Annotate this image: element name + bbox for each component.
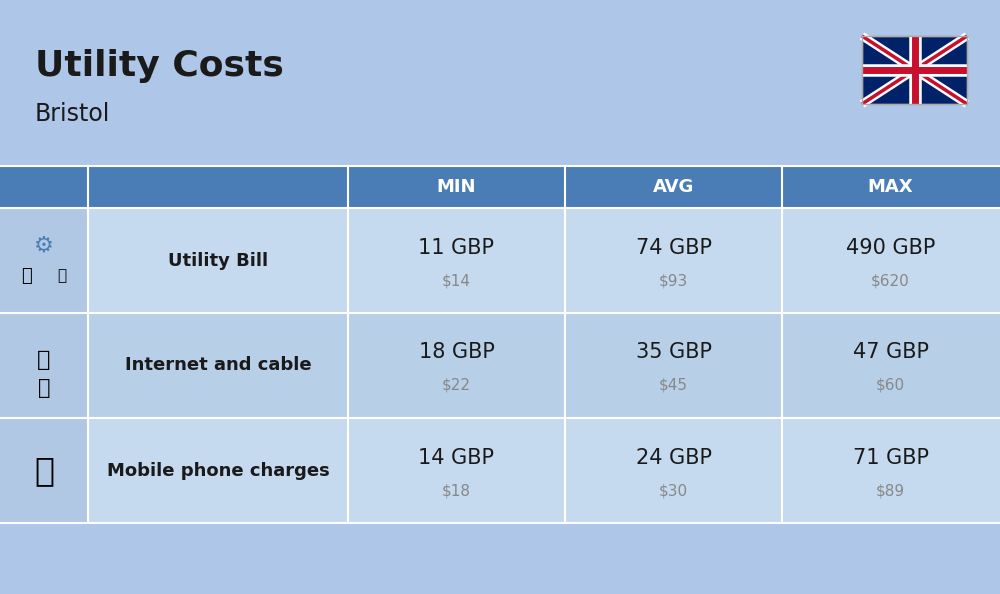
Text: Mobile phone charges: Mobile phone charges bbox=[107, 462, 329, 479]
Bar bbox=[0, 418, 88, 523]
Bar bbox=[0, 313, 1000, 418]
Bar bbox=[0, 418, 1000, 523]
Text: 71 GBP: 71 GBP bbox=[853, 447, 929, 467]
Text: $45: $45 bbox=[659, 378, 688, 393]
Text: 47 GBP: 47 GBP bbox=[853, 343, 929, 362]
Text: $620: $620 bbox=[871, 273, 910, 288]
Text: 74 GBP: 74 GBP bbox=[636, 238, 712, 258]
Text: $30: $30 bbox=[659, 483, 688, 498]
Text: 🔌: 🔌 bbox=[21, 267, 31, 285]
Text: 490 GBP: 490 GBP bbox=[846, 238, 935, 258]
Text: MIN: MIN bbox=[437, 178, 476, 196]
Text: AVG: AVG bbox=[653, 178, 694, 196]
Text: Internet and cable: Internet and cable bbox=[125, 356, 311, 374]
Text: Utility Costs: Utility Costs bbox=[35, 49, 284, 83]
Bar bbox=[862, 36, 967, 104]
Text: $89: $89 bbox=[876, 483, 905, 498]
Text: $18: $18 bbox=[442, 483, 471, 498]
Bar bbox=[0, 208, 88, 313]
Text: $60: $60 bbox=[876, 378, 905, 393]
Text: 💧: 💧 bbox=[57, 268, 67, 283]
Text: 24 GBP: 24 GBP bbox=[636, 447, 712, 467]
Bar bbox=[862, 36, 967, 104]
Text: 🖥: 🖥 bbox=[38, 378, 50, 397]
Bar bbox=[0, 208, 1000, 313]
Bar bbox=[0, 313, 88, 418]
Text: 📱: 📱 bbox=[34, 454, 54, 487]
Text: ⚙: ⚙ bbox=[34, 235, 54, 255]
Text: $22: $22 bbox=[442, 378, 471, 393]
Bar bbox=[0, 166, 1000, 208]
Text: 11 GBP: 11 GBP bbox=[418, 238, 494, 258]
Text: Bristol: Bristol bbox=[35, 102, 110, 126]
Text: 35 GBP: 35 GBP bbox=[636, 343, 712, 362]
Text: Utility Bill: Utility Bill bbox=[168, 251, 268, 270]
Text: 14 GBP: 14 GBP bbox=[418, 447, 494, 467]
Text: MAX: MAX bbox=[868, 178, 913, 196]
Text: $93: $93 bbox=[659, 273, 688, 288]
Text: $14: $14 bbox=[442, 273, 471, 288]
Text: 18 GBP: 18 GBP bbox=[419, 343, 494, 362]
Text: 📶: 📶 bbox=[37, 350, 51, 371]
